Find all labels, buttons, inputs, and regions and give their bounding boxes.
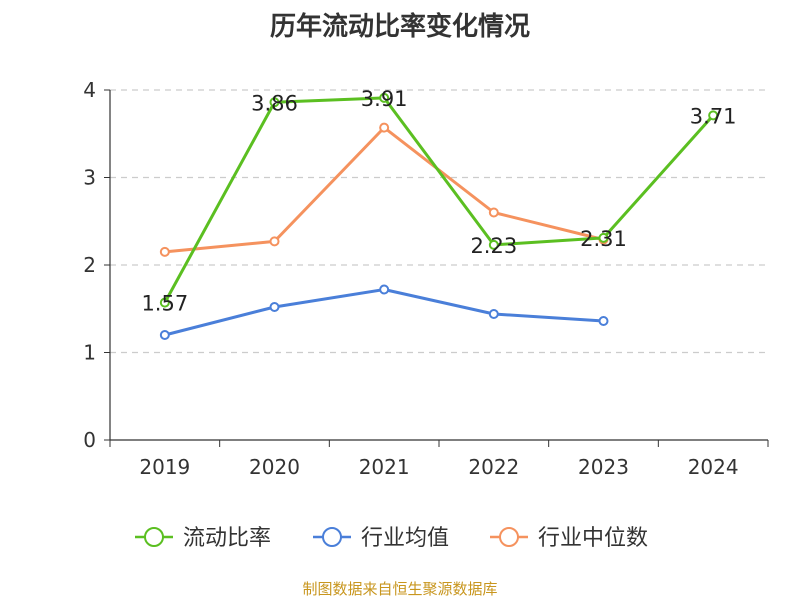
data-label: 2.23 xyxy=(470,234,517,258)
x-tick-label: 2024 xyxy=(688,455,739,479)
data-point[interactable] xyxy=(379,122,390,133)
data-label: 1.57 xyxy=(141,292,188,316)
data-labels: 1.57 3.86 3.91 2.23 2.31 3.71 xyxy=(141,87,736,316)
data-point[interactable] xyxy=(379,284,390,295)
data-point[interactable] xyxy=(269,236,280,247)
data-point[interactable] xyxy=(269,302,280,312)
data-point[interactable] xyxy=(379,92,390,103)
data-point[interactable] xyxy=(159,330,170,340)
y-tick-label: 1 xyxy=(83,341,96,365)
y-tick-label: 0 xyxy=(83,428,96,452)
y-tick-label: 4 xyxy=(83,78,96,102)
data-point[interactable] xyxy=(598,232,609,243)
data-label: 2.31 xyxy=(580,227,627,251)
data-point[interactable] xyxy=(159,246,170,257)
legend-label: 行业均值 xyxy=(361,526,449,551)
legend-marker-icon xyxy=(499,527,519,547)
y-tick-label: 2 xyxy=(83,253,96,277)
data-point[interactable] xyxy=(488,239,499,250)
legend-label: 流动比率 xyxy=(183,526,271,551)
x-tick-label: 2019 xyxy=(139,455,190,479)
y-tick-label: 3 xyxy=(83,166,96,190)
data-point[interactable] xyxy=(488,309,499,319)
data-point[interactable] xyxy=(159,297,170,308)
series-line-2 xyxy=(164,126,604,254)
legend-item[interactable]: 行业均值 xyxy=(313,526,449,551)
legend-item[interactable]: 行业中位数 xyxy=(490,526,648,551)
series-line-0 xyxy=(163,96,715,304)
data-point[interactable] xyxy=(598,316,609,326)
x-tick-label: 2021 xyxy=(359,455,410,479)
data-point[interactable] xyxy=(488,207,499,218)
x-tick-label: 2022 xyxy=(468,455,519,479)
data-point[interactable] xyxy=(708,110,719,121)
data-label: 3.71 xyxy=(690,104,737,128)
series-line-1 xyxy=(164,288,604,337)
series-group xyxy=(159,92,719,340)
legend[interactable]: 流动比率 行业均值 行业中位数 xyxy=(135,526,648,551)
legend-marker-icon xyxy=(322,527,342,547)
data-point[interactable] xyxy=(269,97,280,108)
x-tick-label: 2023 xyxy=(578,455,629,479)
legend-marker-icon xyxy=(144,527,164,547)
legend-label: 行业中位数 xyxy=(538,526,648,551)
legend-item[interactable]: 流动比率 xyxy=(135,526,271,551)
axes: 0 1 2 3 4 2019 2020 2021 2022 2023 2024 xyxy=(83,78,769,479)
x-tick-label: 2020 xyxy=(249,455,300,479)
data-label: 3.86 xyxy=(251,91,298,115)
chart-title: 历年流动比率变化情况 xyxy=(269,12,530,42)
data-label: 3.91 xyxy=(361,87,408,111)
source-footer: 制图数据来自恒生聚源数据库 xyxy=(302,580,498,598)
